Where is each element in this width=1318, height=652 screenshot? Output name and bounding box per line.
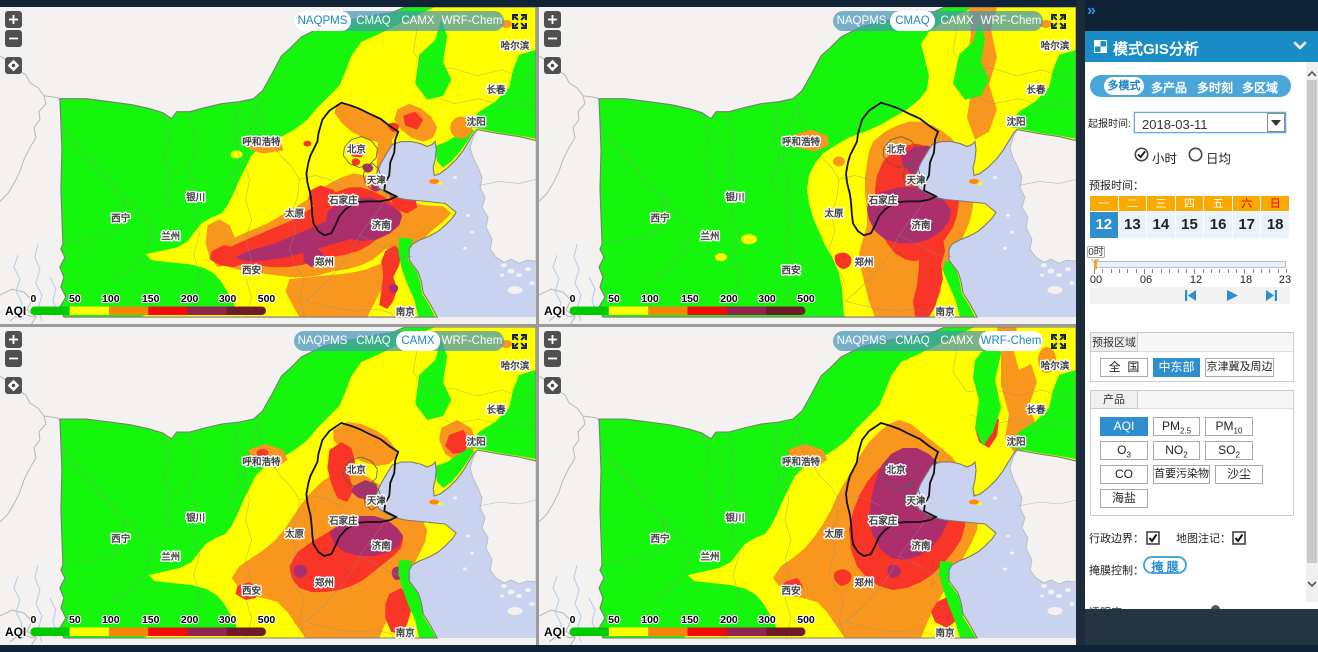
svg-text:银川: 银川 — [186, 192, 205, 204]
svg-text:太原: 太原 — [825, 208, 844, 220]
svg-text:郑州: 郑州 — [315, 256, 334, 268]
svg-text:北京: 北京 — [887, 144, 906, 156]
svg-text:呼和浩特: 呼和浩特 — [782, 456, 821, 468]
svg-text:0: 0 — [31, 294, 37, 305]
svg-text:太原: 太原 — [285, 208, 304, 220]
svg-text:哈尔滨: 哈尔滨 — [1041, 360, 1070, 372]
svg-text:200: 200 — [181, 294, 199, 305]
svg-text:呼和浩特: 呼和浩特 — [243, 136, 281, 148]
svg-text:300: 300 — [758, 614, 776, 626]
svg-text:南京: 南京 — [396, 306, 415, 318]
svg-text:兰州: 兰州 — [161, 230, 180, 242]
svg-text:100: 100 — [641, 614, 659, 626]
svg-text:济南: 济南 — [372, 540, 391, 552]
svg-text:西宁: 西宁 — [111, 533, 130, 545]
svg-text:哈尔滨: 哈尔滨 — [501, 360, 530, 372]
svg-text:100: 100 — [641, 294, 659, 305]
svg-text:南京: 南京 — [396, 627, 415, 639]
svg-text:太原: 太原 — [285, 528, 304, 540]
svg-text:郑州: 郑州 — [854, 577, 873, 589]
svg-text:石家庄: 石家庄 — [328, 195, 358, 207]
svg-text:150: 150 — [142, 294, 160, 305]
svg-text:300: 300 — [219, 294, 237, 305]
svg-text:石家庄: 石家庄 — [868, 195, 898, 207]
svg-text:呼和浩特: 呼和浩特 — [243, 456, 281, 468]
svg-text:500: 500 — [797, 294, 815, 305]
svg-text:AQI: AQI — [544, 304, 565, 318]
svg-text:500: 500 — [258, 615, 276, 626]
svg-text:150: 150 — [681, 614, 699, 626]
svg-text:西宁: 西宁 — [650, 533, 670, 545]
svg-text:济南: 济南 — [912, 220, 931, 232]
svg-text:150: 150 — [142, 615, 160, 626]
svg-text:300: 300 — [219, 615, 237, 626]
svg-text:天津: 天津 — [906, 495, 926, 507]
svg-text:100: 100 — [102, 294, 120, 305]
svg-text:西宁: 西宁 — [111, 213, 130, 225]
svg-text:南京: 南京 — [935, 627, 955, 639]
svg-text:西安: 西安 — [782, 264, 801, 276]
svg-text:北京: 北京 — [347, 144, 366, 156]
svg-text:银川: 银川 — [726, 192, 745, 204]
svg-text:南京: 南京 — [936, 306, 955, 318]
svg-text:沈阳: 沈阳 — [467, 436, 486, 448]
svg-text:太原: 太原 — [824, 528, 844, 540]
svg-text:200: 200 — [720, 614, 738, 626]
svg-text:沈阳: 沈阳 — [1006, 436, 1025, 448]
svg-text:石家庄: 石家庄 — [328, 515, 358, 527]
svg-text:兰州: 兰州 — [700, 551, 719, 563]
svg-text:AQI: AQI — [5, 625, 26, 639]
svg-text:50: 50 — [69, 294, 81, 305]
svg-text:长春: 长春 — [487, 84, 506, 96]
svg-text:50: 50 — [608, 294, 620, 305]
svg-text:西安: 西安 — [781, 585, 801, 597]
svg-text:西宁: 西宁 — [651, 213, 670, 225]
svg-text:长春: 长春 — [1027, 84, 1046, 96]
svg-text:北京: 北京 — [886, 464, 906, 476]
svg-text:50: 50 — [69, 615, 81, 626]
svg-text:沈阳: 沈阳 — [467, 116, 486, 128]
svg-text:200: 200 — [181, 615, 199, 626]
svg-text:0: 0 — [570, 294, 576, 305]
svg-text:哈尔滨: 哈尔滨 — [1041, 40, 1070, 52]
svg-text:300: 300 — [758, 294, 776, 305]
svg-text:济南: 济南 — [372, 220, 391, 232]
svg-text:AQI: AQI — [5, 304, 26, 318]
svg-text:500: 500 — [797, 614, 815, 626]
svg-text:50: 50 — [608, 614, 620, 626]
svg-text:北京: 北京 — [347, 464, 366, 476]
svg-text:天津: 天津 — [907, 175, 926, 187]
svg-text:150: 150 — [681, 294, 699, 305]
svg-text:天津: 天津 — [367, 495, 386, 507]
svg-text:500: 500 — [258, 294, 276, 305]
svg-text:西安: 西安 — [242, 264, 261, 276]
svg-text:银川: 银川 — [186, 512, 205, 524]
svg-text:兰州: 兰州 — [701, 230, 720, 242]
svg-text:AQI: AQI — [544, 625, 565, 639]
svg-text:银川: 银川 — [725, 512, 744, 524]
svg-text:西安: 西安 — [242, 585, 261, 597]
svg-text:哈尔滨: 哈尔滨 — [501, 40, 530, 52]
svg-text:济南: 济南 — [911, 540, 931, 552]
svg-text:石家庄: 石家庄 — [868, 515, 898, 527]
svg-text:天津: 天津 — [367, 175, 386, 187]
svg-text:长春: 长春 — [1026, 404, 1046, 416]
svg-text:兰州: 兰州 — [161, 551, 180, 563]
svg-text:长春: 长春 — [487, 404, 506, 416]
svg-text:郑州: 郑州 — [855, 256, 874, 268]
svg-text:0: 0 — [31, 615, 37, 626]
svg-text:郑州: 郑州 — [315, 577, 334, 589]
svg-text:200: 200 — [720, 294, 738, 305]
svg-text:沈阳: 沈阳 — [1007, 116, 1026, 128]
svg-text:呼和浩特: 呼和浩特 — [782, 136, 820, 148]
svg-text:100: 100 — [102, 615, 120, 626]
svg-text:0: 0 — [570, 614, 576, 626]
